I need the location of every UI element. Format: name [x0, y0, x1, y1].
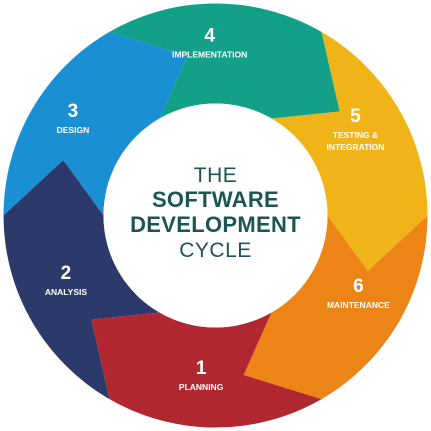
segment-6 [243, 215, 428, 400]
segment-2-label: ANALYSIS [45, 287, 88, 297]
center-disc [103, 103, 328, 328]
segment-3-number: 3 [68, 101, 79, 122]
segment-3 [3, 31, 188, 216]
segment-1 [91, 312, 322, 428]
segment-4 [109, 3, 340, 119]
center-title-line2: SOFTWARE [152, 187, 279, 212]
segment-1-label: PLANNING [179, 382, 224, 392]
segment-3-label: DESIGN [57, 125, 90, 135]
center-title-line4: CYCLE [179, 239, 252, 262]
segment-1-number: 1 [196, 358, 207, 379]
center-title-line1: THE [194, 164, 238, 187]
segment-labels: 1 PLANNING 2 ANALYSIS 3 DESIGN 4 IMPLEMENTATION… [45, 26, 390, 392]
center-title: THE SOFTWARE DEVELOPMENT CYCLE [130, 164, 301, 262]
segment-5-label: TESTING & [333, 130, 378, 140]
segment-5-label-line2: INTEGRATION [326, 142, 384, 152]
segment-4-number: 4 [204, 26, 215, 47]
segment-5-number: 5 [350, 106, 361, 127]
segment-5 [271, 31, 428, 271]
segment-4-label: IMPLEMENTATION [172, 50, 247, 60]
segment-6-number: 6 [353, 276, 364, 297]
segment-6-label: MAINTENANCE [327, 300, 390, 310]
center-title-line3: DEVELOPMENT [130, 212, 301, 237]
segment-2-number: 2 [61, 263, 72, 284]
cycle-segments [3, 3, 428, 428]
segment-2 [3, 160, 160, 400]
